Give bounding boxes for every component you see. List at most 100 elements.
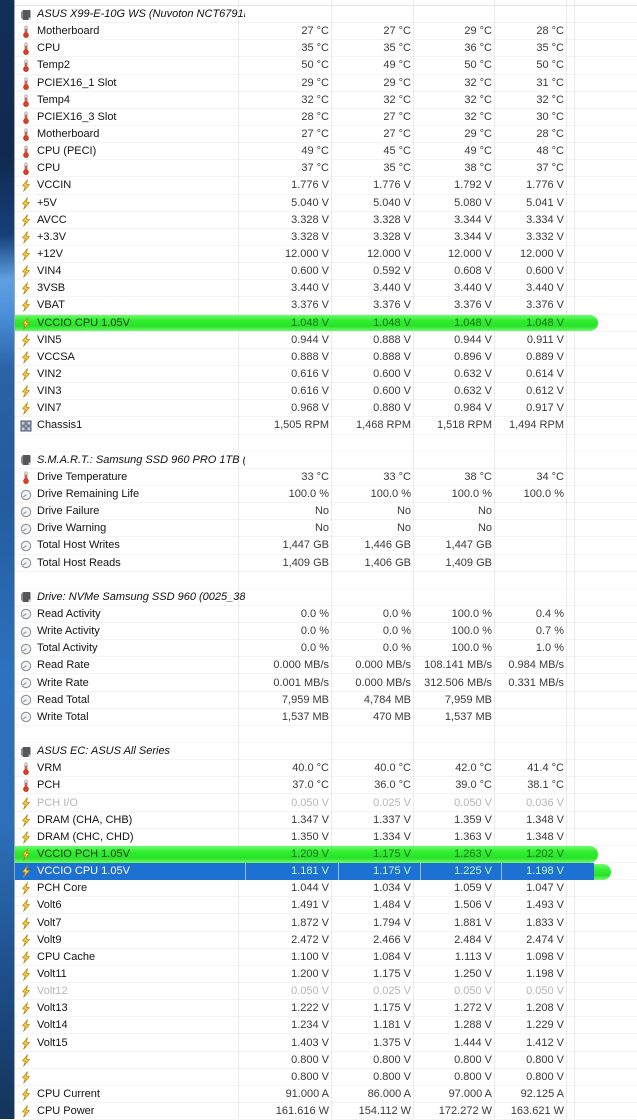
sensor-row[interactable]: Read Total 7,959 MB 4,784 MB 7,959 MB xyxy=(15,692,637,709)
sensor-row[interactable]: Write Total 1,537 MB 470 MB 1,537 MB xyxy=(15,709,637,726)
gauge-icon xyxy=(19,677,32,689)
value-cell: 100.0 % xyxy=(370,488,411,500)
sensor-row[interactable]: VCCSA 0.888 V 0.888 V 0.896 V 0.889 V xyxy=(15,349,637,366)
sensor-label: VBAT xyxy=(37,299,65,312)
value-cell: 0.616 V xyxy=(291,385,329,398)
sensor-row[interactable]: Volt13 1.222 V 1.175 V 1.272 V 1.208 V xyxy=(15,1000,637,1017)
value-cell: 50 °C xyxy=(464,59,492,72)
sensor-row[interactable]: VCCIO CPU 1.05V 1.048 V 1.048 V 1.048 V 1.04… xyxy=(15,315,637,332)
sensor-row[interactable]: Volt7 1.872 V 1.794 V 1.881 V 1.833 V xyxy=(15,914,637,931)
sensor-row[interactable]: Motherboard 27 °C 27 °C 29 °C 28 °C xyxy=(15,126,637,143)
sensor-row[interactable]: PCH Core 1.044 V 1.034 V 1.059 V 1.047 V xyxy=(15,880,637,897)
sensor-row[interactable]: Volt14 1.234 V 1.181 V 1.288 V 1.229 V xyxy=(15,1017,637,1034)
sensor-row[interactable]: 3VSB 3.440 V 3.440 V 3.440 V 3.440 V xyxy=(15,280,637,297)
voltage-icon xyxy=(19,831,32,844)
sensor-label: Drive Remaining Life xyxy=(37,488,140,500)
sensor-row[interactable]: VRM 40.0 °C 40.0 °C 42.0 °C 41.4 °C xyxy=(15,760,637,777)
value-cell: 92.125 A xyxy=(520,1087,564,1100)
sensor-row[interactable]: +12V 12.000 V 12.000 V 12.000 V 12.000 V xyxy=(15,246,637,263)
gauge-icon xyxy=(19,643,32,655)
value-cell: 1.047 V xyxy=(526,882,564,895)
sensor-row[interactable]: Drive Failure No No No xyxy=(15,503,637,520)
sensor-row[interactable]: Volt6 1.491 V 1.484 V 1.506 V 1.493 V xyxy=(15,897,637,914)
sensor-label: Temp2 xyxy=(37,59,71,72)
value-cell: 0.050 V xyxy=(291,985,329,998)
sensor-row[interactable]: Write Activity 0.0 % 0.0 % 100.0 % 0.7 % xyxy=(15,623,637,640)
sensor-row[interactable]: AVCC 3.328 V 3.328 V 3.344 V 3.334 V xyxy=(15,212,637,229)
sensor-row[interactable]: CPU Current 91.000 A 86.000 A 97.000 A 92.12… xyxy=(15,1086,637,1103)
value-cell: 0.4 % xyxy=(535,607,564,620)
section-header-row[interactable]: ASUS X99-E-10G WS (Nuvoton NCT6791D) xyxy=(15,6,637,23)
value-cell: 27 °C xyxy=(383,110,411,123)
gauge-icon xyxy=(19,540,32,552)
sensor-label: CPU Current xyxy=(37,1087,100,1100)
sensor-row[interactable]: VIN3 0.616 V 0.600 V 0.632 V 0.612 V xyxy=(15,383,637,400)
sensor-row[interactable]: Motherboard 27 °C 27 °C 29 °C 28 °C xyxy=(15,23,637,40)
section-header-row[interactable]: ASUS EC: ASUS All Series xyxy=(15,743,637,760)
value-cell: 0.800 V xyxy=(526,1053,564,1066)
sensor-row[interactable]: PCIEX16_1 Slot 29 °C 29 °C 32 °C 31 °C xyxy=(15,75,637,92)
sensor-row[interactable]: Temp2 50 °C 49 °C 50 °C 50 °C xyxy=(15,57,637,74)
sensor-label: Drive Failure xyxy=(37,505,100,518)
sensor-row[interactable]: Drive Remaining Life 100.0 % 100.0 % 100.0 … xyxy=(15,486,637,503)
section-header-row[interactable]: S.M.A.R.T.: Samsung SSD 960 PRO 1TB (... xyxy=(15,452,637,469)
sensor-row[interactable]: Read Rate 0.000 MB/s 0.000 MB/s 108.141 MB/… xyxy=(15,657,637,674)
value-cell: 0.036 V xyxy=(526,796,564,809)
value-cell: 3.440 V xyxy=(291,282,329,295)
sensor-label: PCH Core xyxy=(37,882,88,895)
value-cell: 1,518 RPM xyxy=(436,419,492,432)
sensor-row[interactable]: PCH 37.0 °C 36.0 °C 39.0 °C 38.1 °C xyxy=(15,777,637,794)
sensor-row[interactable]: CPU 35 °C 35 °C 36 °C 35 °C xyxy=(15,40,637,57)
sensor-row[interactable]: VCCIO PCH 1.05V 1.209 V 1.175 V 1.263 V 1.20… xyxy=(15,846,637,863)
sensor-row[interactable]: Volt12 0.050 V 0.025 V 0.050 V 0.050 V xyxy=(15,983,637,1000)
value-cell: 2.484 V xyxy=(454,933,492,946)
sensor-row[interactable]: Volt15 1.403 V 1.375 V 1.444 V 1.412 V xyxy=(15,1034,637,1051)
value-cell: 35 °C xyxy=(301,42,329,55)
sensor-row[interactable]: Volt9 2.472 V 2.466 V 2.484 V 2.474 V xyxy=(15,932,637,949)
sensor-row[interactable]: Chassis1 1,505 RPM 1,468 RPM 1,518 RPM 1,494… xyxy=(15,417,637,434)
value-cell: 1.181 V xyxy=(245,863,338,880)
section-header-row[interactable]: Drive: NVMe Samsung SSD 960 (0025_38... xyxy=(15,589,637,606)
sensor-row[interactable]: VIN5 0.944 V 0.888 V 0.944 V 0.911 V xyxy=(15,332,637,349)
value-cell: 1.048 V xyxy=(454,316,492,329)
sensor-row[interactable]: Read Activity 0.0 % 0.0 % 100.0 % 0.4 % xyxy=(15,606,637,623)
sensor-row[interactable]: 0.800 V 0.800 V 0.800 V 0.800 V xyxy=(15,1052,637,1069)
sensor-row[interactable]: PCH I/O 0.050 V 0.025 V 0.050 V 0.036 V xyxy=(15,794,637,811)
sensor-row[interactable]: VBAT 3.376 V 3.376 V 3.376 V 3.376 V xyxy=(15,297,637,314)
sensor-row[interactable]: CPU Cache 1.100 V 1.084 V 1.113 V 1.098 V xyxy=(15,949,637,966)
sensor-row[interactable]: VIN7 0.968 V 0.880 V 0.984 V 0.917 V xyxy=(15,400,637,417)
sensor-row[interactable]: VIN4 0.600 V 0.592 V 0.608 V 0.600 V xyxy=(15,263,637,280)
sensor-row[interactable]: +3.3V 3.328 V 3.328 V 3.344 V 3.332 V xyxy=(15,229,637,246)
sensor-row[interactable]: CPU (PECI) 49 °C 45 °C 49 °C 48 °C xyxy=(15,143,637,160)
sensor-label: Volt9 xyxy=(37,933,62,946)
sensor-row[interactable]: Drive Temperature 33 °C 33 °C 38 °C 34 °C xyxy=(15,469,637,486)
sensor-row[interactable]: Drive Warning No No No xyxy=(15,520,637,537)
value-cell: 3.376 V xyxy=(373,299,411,312)
sensor-row[interactable]: DRAM (CHC, CHD) 1.350 V 1.334 V 1.363 V 1.34… xyxy=(15,829,637,846)
chip-icon xyxy=(19,9,32,21)
sensor-row[interactable]: CPU 37 °C 35 °C 38 °C 37 °C xyxy=(15,160,637,177)
sensor-row[interactable]: +5V 5.040 V 5.040 V 5.080 V 5.041 V xyxy=(15,195,637,212)
sensor-row[interactable]: VIN2 0.616 V 0.600 V 0.632 V 0.614 V xyxy=(15,366,637,383)
sensor-row[interactable]: PCIEX16_3 Slot 28 °C 27 °C 32 °C 30 °C xyxy=(15,109,637,126)
value-cell: 27 °C xyxy=(383,128,411,141)
sensor-row[interactable]: 0.800 V 0.800 V 0.800 V 0.800 V xyxy=(15,1069,637,1086)
sensor-row[interactable]: Volt11 1.200 V 1.175 V 1.250 V 1.198 V xyxy=(15,966,637,983)
sensor-row[interactable]: Total Host Writes 1,447 GB 1,446 GB 1,447 G… xyxy=(15,537,637,554)
sensor-row[interactable]: DRAM (CHA, CHB) 1.347 V 1.337 V 1.359 V 1.34… xyxy=(15,812,637,829)
value-cell: 3.440 V xyxy=(373,282,411,295)
sensor-row[interactable]: Temp4 32 °C 32 °C 32 °C 32 °C xyxy=(15,92,637,109)
sensor-row[interactable]: CPU Power 161.616 W 154.112 W 172.272 W 163.… xyxy=(15,1103,637,1120)
column-separator xyxy=(331,0,332,1119)
voltage-icon xyxy=(19,951,32,964)
sensor-row[interactable]: Total Activity 0.0 % 0.0 % 100.0 % 1.0 % xyxy=(15,640,637,657)
sensor-row[interactable]: VCCIN 1.776 V 1.776 V 1.792 V 1.776 V xyxy=(15,177,637,194)
value-cell: 0.888 V xyxy=(373,333,411,346)
sensor-row[interactable]: VCCIO CPU 1.05V 1.181 V 1.175 V 1.225 V 1.19… xyxy=(15,863,637,881)
sensor-row[interactable]: Write Rate 0.001 MB/s 0.000 MB/s 312.506 MB… xyxy=(15,674,637,691)
value-cell: 1.181 V xyxy=(373,1019,411,1032)
value-cell: 470 MB xyxy=(373,710,411,723)
sensor-label: Write Activity xyxy=(37,625,100,638)
sensor-row[interactable]: Total Host Reads 1,409 GB 1,406 GB 1,409 GB xyxy=(15,555,637,572)
value-cell: 100.0 % xyxy=(523,488,564,500)
